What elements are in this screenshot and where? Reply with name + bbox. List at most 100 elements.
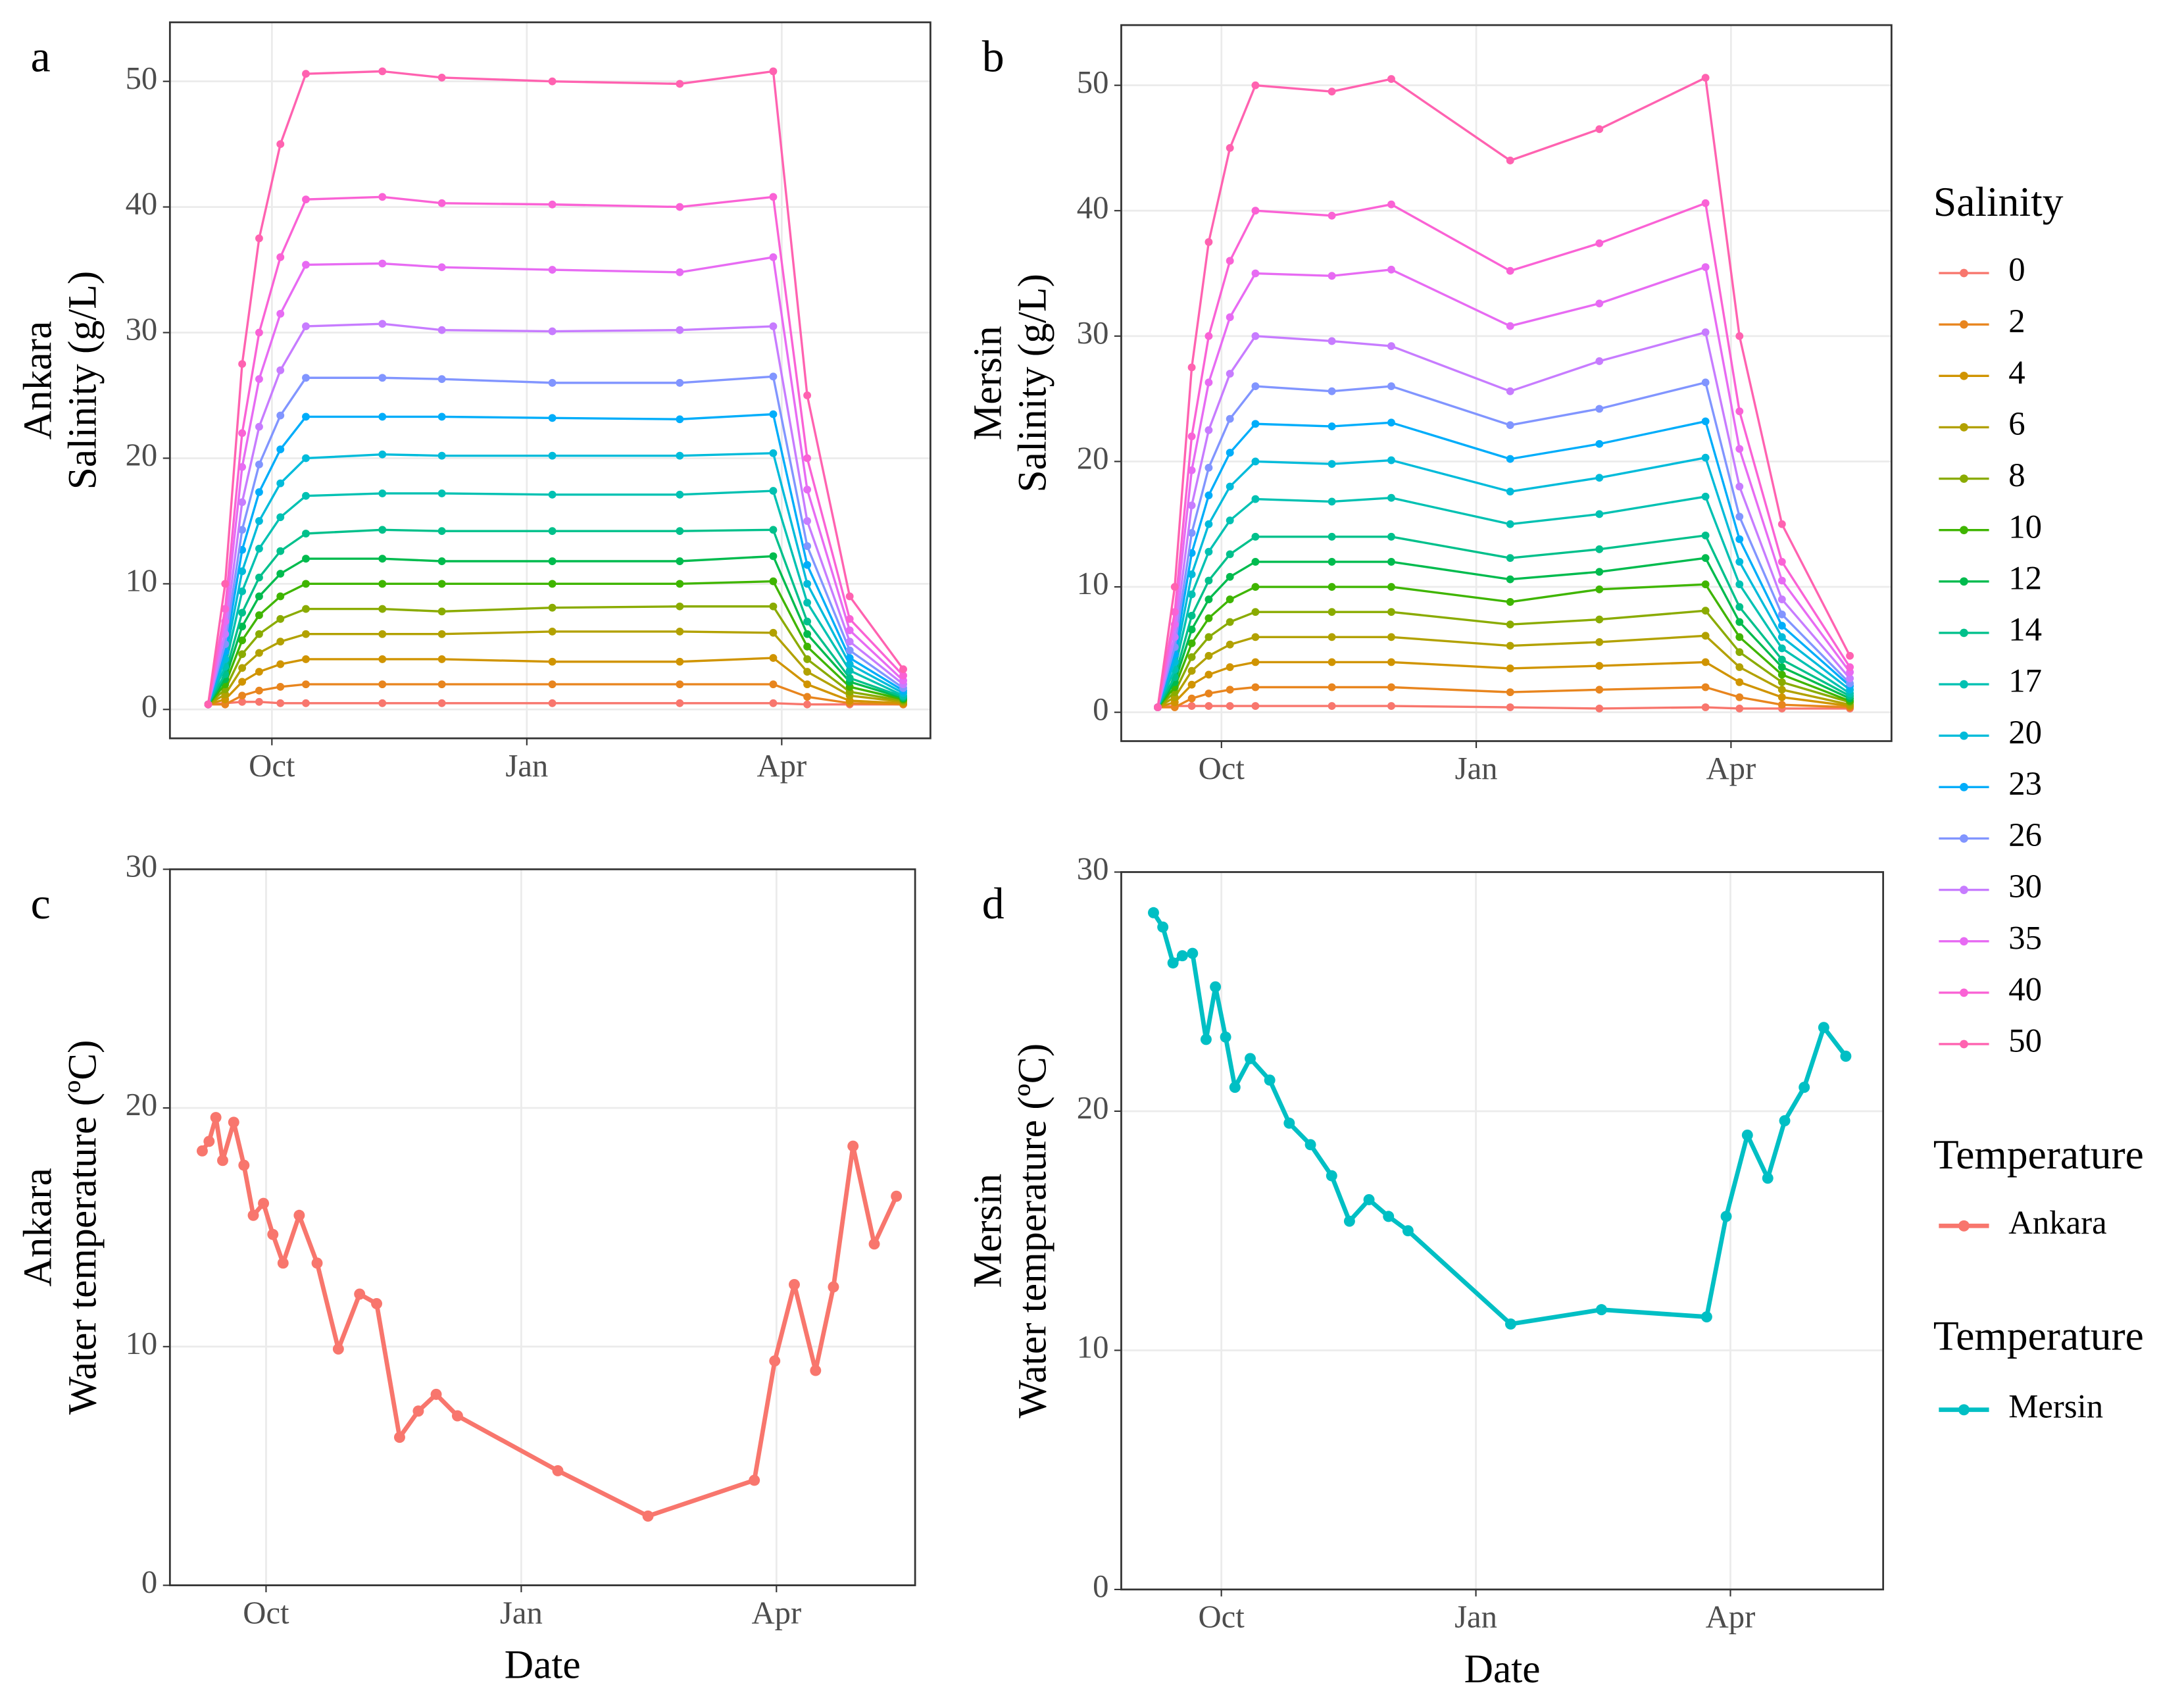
data-point — [1387, 608, 1395, 616]
data-point — [302, 699, 310, 707]
data-point — [238, 650, 247, 659]
legend-key-point — [1960, 423, 1968, 432]
data-point — [1251, 457, 1260, 466]
data-point — [1167, 957, 1179, 969]
data-point — [276, 253, 285, 261]
data-point — [302, 555, 310, 563]
data-point — [676, 415, 684, 424]
data-point — [1777, 644, 1786, 653]
data-point — [1506, 641, 1514, 650]
data-point — [255, 461, 263, 468]
data-point — [238, 463, 247, 471]
data-point — [378, 630, 387, 638]
data-point — [378, 580, 387, 588]
data-point — [255, 592, 263, 601]
panel-border — [168, 868, 916, 1586]
data-point — [1735, 513, 1744, 521]
series-line — [207, 70, 905, 705]
legend-title: Salinity — [1933, 178, 2064, 225]
series-line — [1156, 457, 1851, 708]
data-point — [769, 193, 778, 201]
y-tick-label: 10 — [126, 563, 158, 599]
data-point — [1328, 608, 1336, 616]
data-point — [676, 657, 684, 666]
data-point — [1251, 532, 1260, 541]
legend-label: 8 — [2008, 457, 2025, 493]
data-point — [1226, 686, 1234, 694]
y-tick-label: 0 — [1093, 1568, 1108, 1604]
data-point — [1204, 702, 1213, 711]
data-point — [1251, 269, 1260, 278]
data-point — [769, 699, 778, 707]
data-point — [238, 567, 247, 576]
data-point — [293, 1209, 305, 1221]
data-point — [1777, 701, 1786, 709]
data-point — [1226, 313, 1234, 322]
data-point — [1701, 580, 1710, 589]
data-point — [1777, 633, 1786, 641]
series-line — [1156, 583, 1850, 709]
data-point — [1226, 663, 1234, 671]
data-point — [1387, 418, 1395, 427]
data-point — [238, 360, 247, 368]
data-point — [437, 557, 446, 565]
data-point — [1204, 426, 1213, 434]
series-line — [1156, 76, 1851, 708]
data-point — [276, 479, 285, 488]
data-point — [255, 686, 263, 695]
data-point — [676, 80, 684, 88]
data-point — [1328, 557, 1336, 566]
data-point — [769, 410, 778, 418]
data-point — [437, 630, 446, 638]
y-axis-label: Ankara — [16, 321, 61, 440]
y-axis-label: Water temperature (ºC) — [60, 1040, 105, 1415]
legend-key-point — [1958, 1220, 1970, 1232]
plot-panel — [170, 869, 916, 1586]
series-line — [207, 256, 905, 705]
data-point — [1506, 387, 1514, 395]
data-point — [437, 607, 446, 616]
data-point — [255, 668, 263, 676]
data-point — [828, 1281, 839, 1293]
data-point — [803, 630, 812, 638]
data-point — [1187, 501, 1196, 510]
data-point — [1328, 337, 1336, 345]
data-point — [1187, 466, 1196, 474]
data-point — [1251, 420, 1260, 428]
data-point — [769, 526, 778, 534]
legend-key-point — [1960, 731, 1968, 740]
data-point — [437, 655, 446, 663]
series-line — [207, 555, 904, 705]
data-point — [276, 411, 285, 420]
y-tick-label: 50 — [126, 61, 158, 96]
data-point — [255, 611, 263, 620]
data-point — [1251, 608, 1260, 616]
y-tick-label: 30 — [1077, 851, 1109, 887]
data-point — [1506, 664, 1514, 672]
series-line — [1156, 331, 1851, 708]
data-point — [1701, 263, 1710, 271]
data-point — [1595, 510, 1604, 518]
data-point — [676, 699, 684, 707]
data-point — [1245, 1053, 1256, 1065]
legend-key-point — [1960, 988, 1968, 997]
data-point — [1506, 688, 1514, 697]
data-point — [803, 561, 812, 569]
data-point — [437, 527, 446, 536]
data-point — [378, 193, 387, 201]
data-point — [1700, 1311, 1712, 1323]
data-point — [1595, 474, 1604, 482]
y-tick-label: 0 — [141, 1565, 157, 1600]
y-axis-label: Ankara — [16, 1168, 61, 1287]
data-point — [1777, 520, 1786, 528]
legend-key-point — [1960, 1040, 1968, 1049]
data-point — [803, 486, 812, 494]
legend-label: 30 — [2008, 868, 2042, 905]
data-point — [1251, 583, 1260, 591]
legend-label: 14 — [2008, 611, 2042, 648]
data-point — [1735, 482, 1744, 491]
data-point — [238, 587, 247, 595]
legend-label: Mersin — [2008, 1388, 2103, 1424]
data-point — [238, 697, 247, 706]
data-point — [845, 638, 854, 646]
